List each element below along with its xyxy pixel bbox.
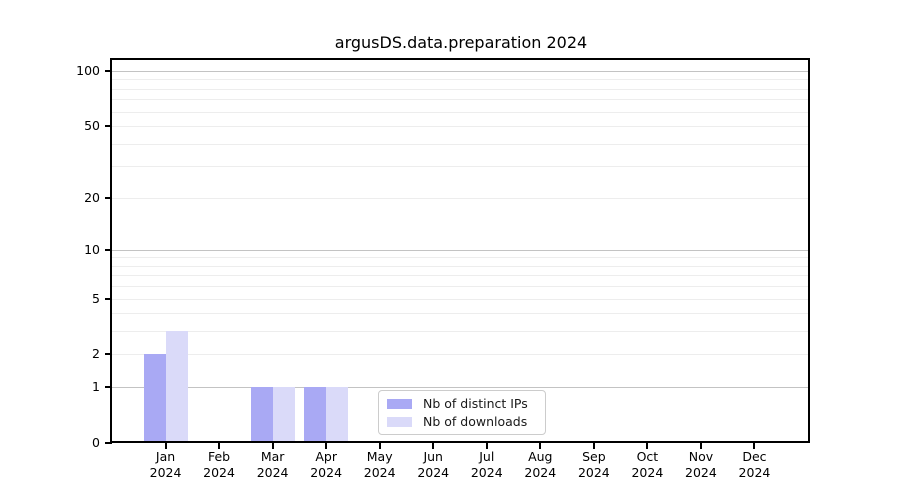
x-tick-month: Feb: [207, 449, 231, 464]
gridline-minor: [112, 166, 808, 168]
x-tick-year: 2024: [149, 465, 182, 480]
x-tick-mark: [271, 443, 274, 449]
x-tick-label: Jun 2024: [403, 449, 463, 481]
y-tick-mark: [105, 386, 112, 389]
gridline-minor: [112, 275, 808, 277]
x-tick-mark: [378, 443, 381, 449]
bar-downloads: [326, 387, 349, 443]
gridline-minor: [112, 143, 808, 145]
x-tick-month: Sep: [582, 449, 606, 464]
gridline-minor: [112, 99, 808, 101]
bar-distinct-ips: [304, 387, 327, 443]
y-tick-label: 50: [84, 117, 100, 133]
x-tick-month: Jan: [155, 449, 176, 464]
y-tick-label: 100: [76, 62, 100, 78]
gridline-major: [112, 70, 808, 72]
y-tick-mark: [105, 69, 112, 72]
x-tick-mark: [753, 443, 756, 449]
x-tick-month: Apr: [315, 449, 337, 464]
x-tick-year: 2024: [470, 465, 503, 480]
x-tick-mark: [432, 443, 435, 449]
bar-distinct-ips: [250, 387, 273, 443]
y-tick-mark: [105, 196, 112, 199]
gridline-minor: [112, 111, 808, 113]
gridline-major: [112, 249, 808, 251]
gridline-minor: [112, 79, 808, 81]
x-tick-label: Jul 2024: [457, 449, 517, 481]
x-tick-year: 2024: [685, 465, 717, 480]
x-tick-label: Jan 2024: [136, 449, 196, 481]
gridline-minor: [112, 313, 808, 315]
gridline-minor: [112, 257, 808, 259]
gridline-major: [112, 387, 808, 389]
x-tick-year: 2024: [417, 465, 450, 480]
x-tick-year: 2024: [256, 465, 289, 480]
gridline-minor: [112, 88, 808, 90]
y-tick-mark: [105, 353, 112, 356]
x-tick-year: 2024: [631, 465, 664, 480]
gridline-minor: [112, 197, 808, 199]
x-tick-label: Sep 2024: [564, 449, 624, 481]
x-tick-label: Apr 2024: [296, 449, 356, 481]
x-tick-label: Aug 2024: [510, 449, 570, 481]
x-tick-year: 2024: [203, 465, 235, 480]
legend-label-downloads: Nb of downloads: [423, 414, 528, 429]
legend-item-distinct-ips: Nb of distinct IPs: [387, 396, 537, 411]
legend-item-downloads: Nb of downloads: [387, 414, 537, 429]
x-tick-mark: [592, 443, 595, 449]
x-tick-label: May 2024: [350, 449, 410, 481]
gridline-minor: [112, 265, 808, 267]
gridline-minor: [112, 331, 808, 333]
bar-downloads: [272, 387, 295, 443]
bar-distinct-ips: [143, 354, 166, 443]
x-tick-mark: [646, 443, 649, 449]
x-tick-month: Dec: [742, 449, 767, 464]
y-tick-mark: [105, 442, 112, 444]
x-tick-year: 2024: [310, 465, 343, 480]
x-tick-month: Jul: [479, 449, 495, 464]
gridline-minor: [112, 286, 808, 288]
x-tick-year: 2024: [738, 465, 771, 480]
x-tick-label: Feb 2024: [189, 449, 249, 481]
y-tick-label: 5: [92, 290, 100, 306]
chart-title: argusDS.data.preparation 2024: [334, 33, 588, 52]
legend: Nb of distinct IPs Nb of downloads: [378, 390, 546, 435]
x-tick-mark: [699, 443, 702, 449]
y-tick-label: 1: [92, 379, 100, 395]
x-tick-label: Oct 2024: [617, 449, 677, 481]
x-tick-year: 2024: [577, 465, 610, 480]
x-tick-label: Mar 2024: [243, 449, 303, 481]
y-tick-label: 2: [92, 346, 100, 362]
bar-downloads: [165, 331, 188, 443]
x-tick-month: Mar: [260, 449, 285, 464]
x-tick-label: Dec 2024: [724, 449, 784, 481]
y-tick-label: 10: [84, 241, 100, 257]
y-tick-mark: [105, 297, 112, 300]
legend-label-distinct-ips: Nb of distinct IPs: [423, 396, 528, 411]
x-tick-mark: [485, 443, 488, 449]
x-tick-year: 2024: [363, 465, 396, 480]
legend-swatch-distinct-ips: [387, 398, 412, 409]
x-tick-year: 2024: [524, 465, 557, 480]
y-tick-mark: [105, 124, 112, 127]
x-tick-label: Nov 2024: [671, 449, 731, 481]
y-tick-label: 20: [84, 189, 100, 205]
x-tick-mark: [218, 443, 221, 449]
x-tick-mark: [539, 443, 542, 449]
y-tick-label: 0: [92, 435, 100, 450]
x-tick-month: Jun: [423, 449, 443, 464]
gridline-minor: [112, 298, 808, 300]
y-tick-mark: [105, 248, 112, 251]
gridline-minor: [112, 354, 808, 356]
x-tick-month: Aug: [528, 449, 553, 464]
x-tick-mark: [164, 443, 167, 449]
x-tick-month: Oct: [636, 449, 659, 464]
x-tick-month: May: [366, 449, 393, 464]
legend-swatch-downloads: [387, 416, 412, 427]
x-tick-month: Nov: [688, 449, 714, 464]
x-tick-mark: [325, 443, 328, 449]
gridline-minor: [112, 125, 808, 127]
